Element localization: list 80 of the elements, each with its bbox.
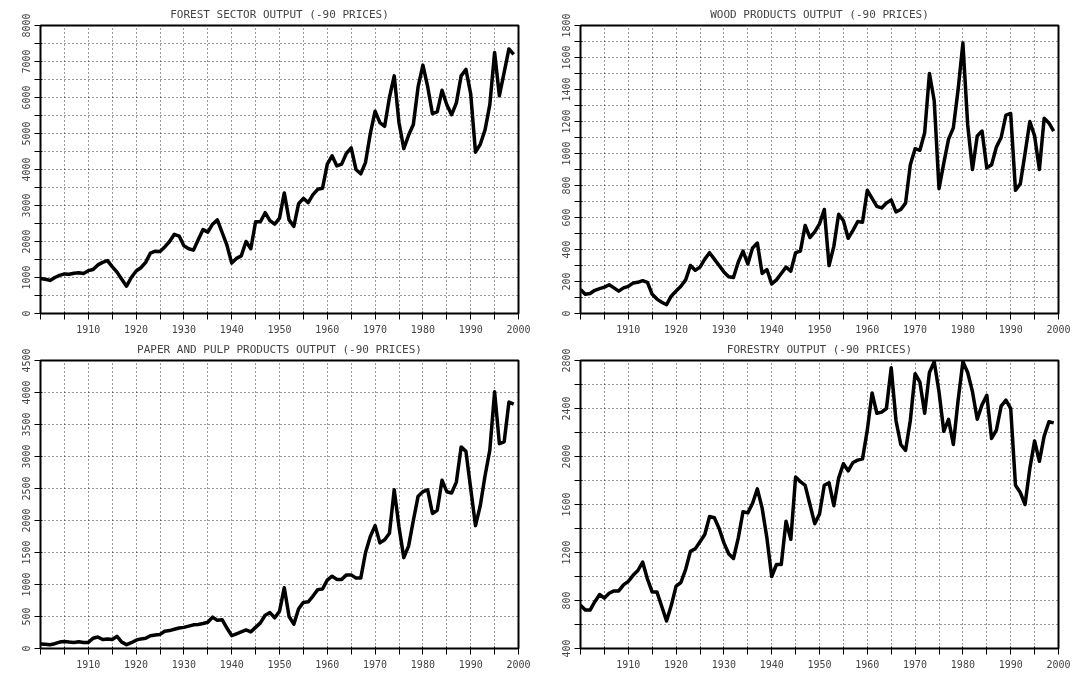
x-tick-label: 1920: [124, 658, 149, 670]
x-tick-label: 1960: [855, 658, 880, 670]
x-tick-label: 1910: [76, 658, 101, 670]
y-tick-label: 1200: [560, 109, 572, 134]
chart-title: FORESTRY OUTPUT (-90 PRICES): [726, 342, 913, 356]
chart-title: WOOD PRODUCTS OUTPUT (-90 PRICES): [710, 7, 929, 21]
x-tick-label: 1910: [76, 323, 101, 335]
y-tick-label: 500: [20, 607, 32, 626]
x-tick-label: 1930: [171, 658, 196, 670]
x-tick-label: 1940: [219, 658, 244, 670]
y-tick-label: 2500: [20, 476, 32, 501]
y-tick-label: 6000: [20, 85, 32, 110]
x-tick-label: 1980: [950, 658, 975, 670]
x-tick-label: 1950: [807, 323, 832, 335]
y-tick-label: 5000: [20, 121, 32, 146]
x-tick-label: 1980: [410, 658, 435, 670]
y-tick-label: 2000: [20, 229, 32, 254]
chart-title: PAPER AND PULP PRODUCTS OUTPUT (-90 PRICES): [137, 342, 422, 356]
x-tick-label: 1960: [855, 323, 880, 335]
y-tick-label: 1200: [560, 540, 572, 565]
y-tick-label: 0: [20, 310, 32, 317]
x-tick-label: 2000: [1046, 658, 1071, 670]
x-tick-label: 1970: [903, 323, 928, 335]
y-tick-label: 2000: [560, 444, 572, 469]
y-tick-label: 0: [560, 310, 572, 317]
y-tick-label: 1000: [20, 572, 32, 597]
y-tick-label: 1800: [560, 13, 572, 38]
x-tick-label: 1960: [315, 323, 340, 335]
y-tick-label: 4000: [20, 380, 32, 405]
x-tick-label: 1930: [711, 658, 736, 670]
x-tick-label: 1990: [458, 323, 483, 335]
x-tick-label: 1970: [363, 658, 388, 670]
y-tick-label: 3000: [20, 193, 32, 218]
chart-title: FOREST SECTOR OUTPUT (-90 PRICES): [170, 7, 389, 21]
x-tick-label: 1970: [903, 658, 928, 670]
x-tick-label: 1920: [664, 323, 689, 335]
x-tick-label: 1950: [267, 323, 292, 335]
x-tick-label: 1970: [363, 323, 388, 335]
x-tick-label: 1960: [315, 658, 340, 670]
y-tick-label: 400: [560, 639, 572, 658]
x-tick-label: 1990: [458, 658, 483, 670]
x-tick-label: 1990: [998, 323, 1023, 335]
y-tick-label: 8000: [20, 13, 32, 38]
x-tick-label: 1990: [998, 658, 1023, 670]
x-tick-label: 1920: [124, 323, 149, 335]
y-tick-label: 800: [560, 591, 572, 610]
x-tick-label: 1950: [267, 658, 292, 670]
y-tick-label: 4500: [20, 348, 32, 373]
x-tick-label: 1910: [616, 323, 641, 335]
y-tick-label: 1600: [560, 45, 572, 70]
y-tick-label: 600: [560, 208, 572, 227]
x-tick-label: 1950: [807, 658, 832, 670]
x-tick-label: 1940: [759, 658, 784, 670]
y-tick-label: 0: [20, 645, 32, 652]
x-tick-label: 2000: [1046, 323, 1071, 335]
x-tick-label: 1930: [171, 323, 196, 335]
x-tick-label: 1910: [616, 658, 641, 670]
y-tick-label: 4000: [20, 157, 32, 182]
y-tick-label: 800: [560, 176, 572, 195]
x-tick-label: 1920: [664, 658, 689, 670]
y-tick-label: 3000: [20, 444, 32, 469]
y-tick-label: 200: [560, 272, 572, 291]
y-tick-label: 7000: [20, 49, 32, 74]
y-tick-label: 2800: [560, 348, 572, 373]
x-tick-label: 2000: [506, 658, 531, 670]
x-tick-label: 1980: [410, 323, 435, 335]
y-tick-label: 2000: [20, 508, 32, 533]
y-tick-label: 3500: [20, 412, 32, 437]
y-tick-label: 1000: [560, 141, 572, 166]
x-tick-label: 1980: [950, 323, 975, 335]
x-tick-label: 1940: [759, 323, 784, 335]
x-tick-label: 1940: [219, 323, 244, 335]
x-tick-label: 1930: [711, 323, 736, 335]
y-tick-label: 400: [560, 240, 572, 259]
y-tick-label: 2400: [560, 396, 572, 421]
y-tick-label: 1600: [560, 492, 572, 517]
y-tick-label: 1500: [20, 540, 32, 565]
y-tick-label: 1400: [560, 77, 572, 102]
x-tick-label: 2000: [506, 323, 531, 335]
y-tick-label: 1000: [20, 265, 32, 290]
